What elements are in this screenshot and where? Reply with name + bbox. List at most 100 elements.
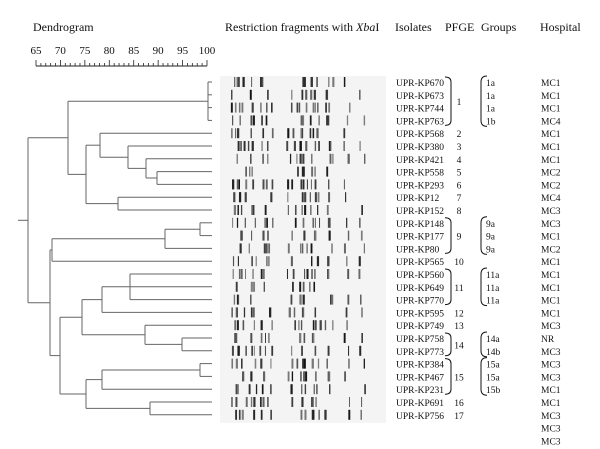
gel-band bbox=[238, 269, 241, 279]
hospital-label: MC1 bbox=[541, 143, 561, 153]
gel-band bbox=[325, 89, 328, 100]
gel-band bbox=[237, 294, 240, 305]
scale-tick-label: 70 bbox=[55, 45, 67, 57]
isolate-label: UPR-KP691 bbox=[396, 399, 444, 409]
gel-band bbox=[235, 358, 238, 369]
gel-band bbox=[245, 179, 248, 190]
isolate-label: UPR-KP560 bbox=[396, 271, 444, 281]
pfge-type-label: 2 bbox=[457, 130, 462, 140]
group-label: 1a bbox=[486, 105, 496, 115]
gel-band bbox=[314, 217, 316, 228]
gel-band bbox=[250, 128, 252, 139]
gel-band bbox=[250, 333, 252, 343]
gel-band bbox=[317, 192, 320, 203]
gel-band bbox=[328, 179, 330, 190]
gel-band bbox=[236, 77, 239, 87]
group-label: 1b bbox=[486, 117, 496, 127]
gel-band bbox=[234, 77, 236, 87]
gel-band bbox=[244, 192, 247, 203]
group-bracket bbox=[480, 267, 488, 307]
gel-band bbox=[241, 358, 243, 369]
gel-band bbox=[291, 294, 293, 305]
gel-band bbox=[252, 307, 255, 318]
gel-band bbox=[271, 179, 274, 190]
gel-band bbox=[326, 358, 328, 369]
hospital-label: MC1 bbox=[541, 284, 561, 294]
gel-band bbox=[343, 77, 346, 87]
gel-lane bbox=[241, 371, 346, 382]
gel-band bbox=[259, 397, 262, 407]
gel-band bbox=[360, 294, 362, 305]
gel-band bbox=[234, 320, 236, 331]
isolate-label: UPR-KP384 bbox=[396, 361, 444, 371]
gel-band bbox=[245, 166, 247, 177]
scale-tick-label: 85 bbox=[128, 45, 140, 57]
gel-band bbox=[251, 166, 253, 177]
gel-band bbox=[262, 179, 265, 190]
gel-band bbox=[251, 77, 253, 87]
gel-lane bbox=[231, 345, 362, 356]
gel-band bbox=[302, 153, 305, 164]
gel-band bbox=[359, 217, 361, 228]
gel-lane bbox=[233, 205, 363, 215]
gel-band bbox=[314, 102, 316, 113]
gel-band bbox=[310, 205, 312, 215]
gel-band bbox=[327, 256, 329, 267]
gel-band bbox=[364, 384, 366, 395]
gel-band bbox=[254, 358, 257, 369]
similarity-scale: 65 70 75 80 85 90 95 100 bbox=[31, 45, 216, 67]
gel-band bbox=[241, 371, 245, 382]
gel-band bbox=[237, 205, 240, 215]
gel-band bbox=[329, 141, 332, 151]
gel-band bbox=[260, 269, 263, 279]
gel-band bbox=[302, 358, 305, 369]
gel-band bbox=[271, 128, 274, 139]
isolate-label: UPR-KP763 bbox=[396, 117, 444, 127]
gel-band bbox=[303, 333, 306, 343]
gel-band bbox=[290, 102, 293, 113]
gel-band bbox=[301, 192, 304, 203]
hospital-label: MC1 bbox=[541, 105, 561, 115]
gel-band bbox=[310, 243, 313, 254]
gel-band bbox=[316, 256, 320, 267]
gel-band bbox=[239, 115, 241, 126]
gel-band bbox=[329, 384, 331, 395]
hospital-label: MC3 bbox=[541, 437, 561, 447]
gel-band bbox=[232, 179, 235, 190]
pfge-type-label: 1 bbox=[457, 98, 462, 108]
gel-band bbox=[310, 179, 312, 190]
gel-band bbox=[314, 141, 317, 151]
gel-band bbox=[312, 102, 315, 113]
gel-band bbox=[251, 230, 253, 241]
isolate-label: UPR-KP231 bbox=[396, 386, 444, 396]
gel-band bbox=[299, 243, 302, 254]
group-label: 11a bbox=[486, 271, 500, 281]
gel-band bbox=[255, 256, 257, 267]
gel-band bbox=[296, 153, 298, 164]
gel-band bbox=[291, 358, 294, 369]
restriction-enzyme: Xba bbox=[355, 20, 375, 34]
gel-lane bbox=[231, 128, 346, 139]
gel-band bbox=[286, 141, 289, 151]
gel-band bbox=[302, 115, 305, 126]
gel-band bbox=[250, 397, 253, 407]
pfge-type-label: 3 bbox=[457, 143, 462, 153]
gel-band bbox=[294, 217, 297, 228]
gel-band bbox=[261, 77, 264, 87]
gel-lane bbox=[245, 166, 329, 177]
isolate-label: UPR-KP558 bbox=[396, 169, 444, 179]
gel-lane bbox=[232, 256, 361, 267]
hospital-label: MC1 bbox=[541, 130, 561, 140]
gel-band bbox=[364, 153, 366, 164]
gel-lane bbox=[231, 397, 363, 407]
gel-band bbox=[304, 205, 307, 215]
gel-band bbox=[245, 345, 247, 356]
restriction-fragments-header: Restriction fragments with XbaI bbox=[225, 20, 379, 34]
gel-band bbox=[306, 269, 309, 279]
gel-band bbox=[292, 281, 294, 292]
gel-band bbox=[309, 128, 312, 139]
restriction-suffix: I bbox=[375, 20, 379, 34]
gel-band bbox=[254, 217, 256, 228]
isolate-label: UPR-KP12 bbox=[396, 194, 440, 204]
